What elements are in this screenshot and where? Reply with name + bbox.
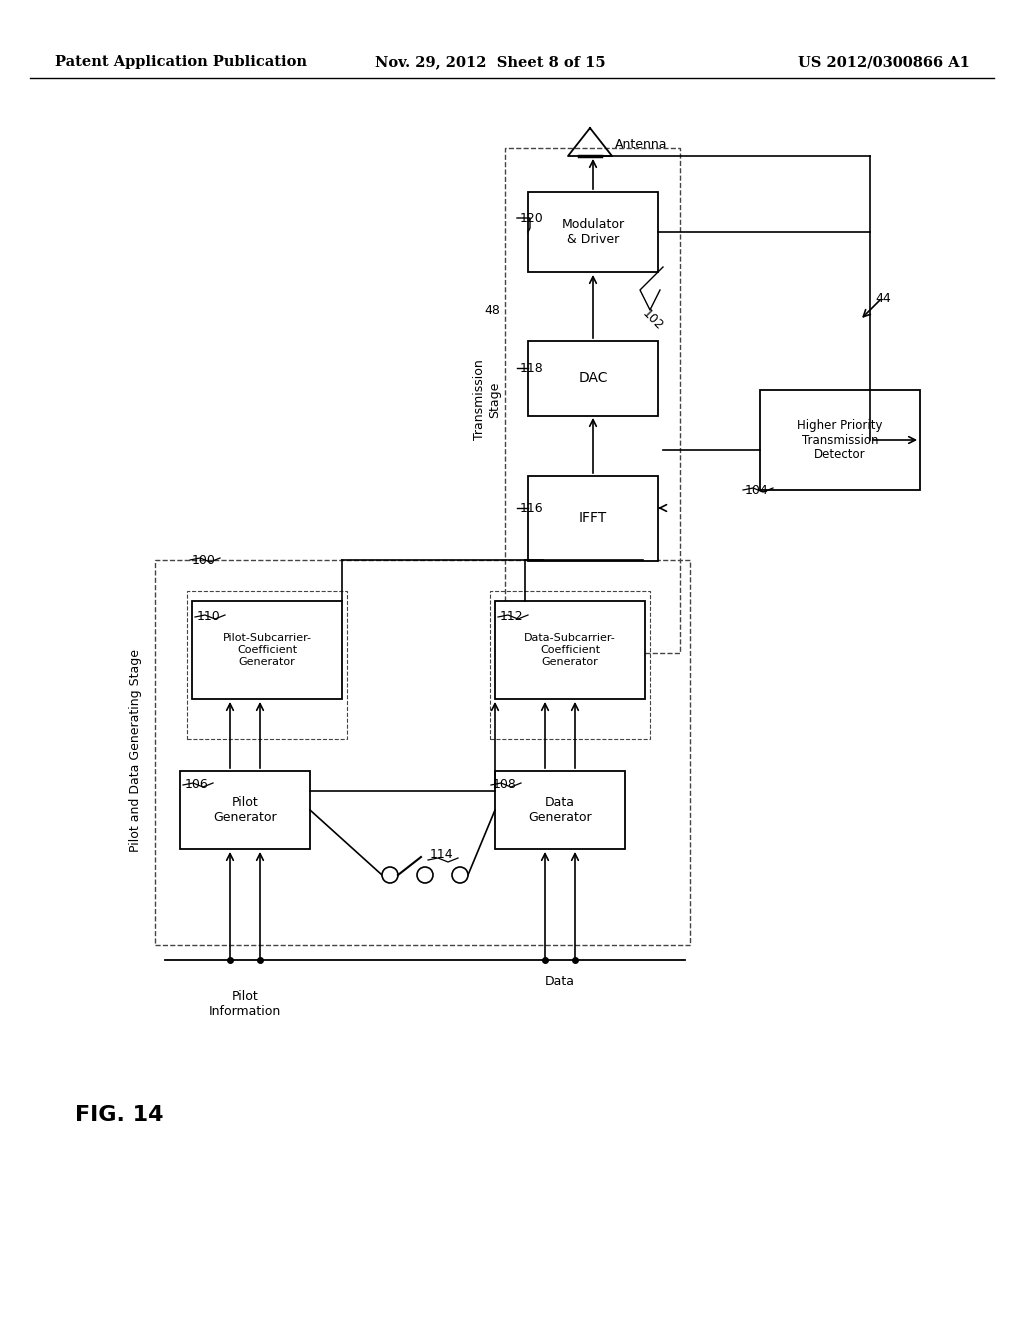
Text: FIG. 14: FIG. 14 (75, 1105, 164, 1125)
Text: 118: 118 (520, 362, 544, 375)
Text: US 2012/0300866 A1: US 2012/0300866 A1 (798, 55, 970, 69)
Text: 116: 116 (520, 502, 544, 515)
Bar (760, 389, 920, 490)
Text: Pilot-Subcarrier-
Coefficient
Generator: Pilot-Subcarrier- Coefficient Generator (222, 634, 311, 667)
Text: IFFT: IFFT (579, 511, 607, 525)
Text: Data-Subcarrier-
Coefficient
Generator: Data-Subcarrier- Coefficient Generator (524, 634, 615, 667)
Text: Modulator
& Driver: Modulator & Driver (561, 218, 625, 246)
Text: 110: 110 (197, 610, 221, 623)
Text: 104: 104 (745, 483, 769, 496)
Text: Pilot
Generator: Pilot Generator (213, 796, 276, 824)
Text: Nov. 29, 2012  Sheet 8 of 15: Nov. 29, 2012 Sheet 8 of 15 (375, 55, 605, 69)
Bar (490, 591, 650, 739)
Bar (528, 475, 658, 561)
Bar (528, 191, 658, 272)
Bar (528, 341, 658, 416)
Text: 114: 114 (430, 849, 454, 862)
Text: Patent Application Publication: Patent Application Publication (55, 55, 307, 69)
Bar (155, 560, 690, 945)
Bar (505, 148, 680, 653)
Text: Pilot
Information: Pilot Information (209, 990, 282, 1018)
Text: DAC: DAC (579, 371, 608, 385)
Text: 44: 44 (874, 292, 891, 305)
Circle shape (452, 867, 468, 883)
Circle shape (382, 867, 398, 883)
Text: Transmission
Stage: Transmission Stage (473, 359, 501, 441)
Circle shape (417, 867, 433, 883)
Text: Data
Generator: Data Generator (528, 796, 592, 824)
Text: Data: Data (545, 975, 575, 987)
Bar (495, 601, 645, 700)
Text: Antenna: Antenna (615, 139, 668, 152)
Bar (495, 771, 625, 849)
Text: Pilot and Data Generating Stage: Pilot and Data Generating Stage (128, 648, 141, 851)
Text: 106: 106 (185, 779, 209, 792)
Text: 120: 120 (520, 211, 544, 224)
Bar (193, 601, 342, 700)
Text: 102: 102 (640, 308, 666, 333)
Text: 112: 112 (500, 610, 523, 623)
Text: 48: 48 (484, 304, 500, 317)
Bar (187, 591, 347, 739)
Text: 100: 100 (193, 553, 216, 566)
Bar (180, 771, 310, 849)
Text: 108: 108 (493, 779, 517, 792)
Text: Higher Priority
Transmission
Detector: Higher Priority Transmission Detector (798, 418, 883, 462)
